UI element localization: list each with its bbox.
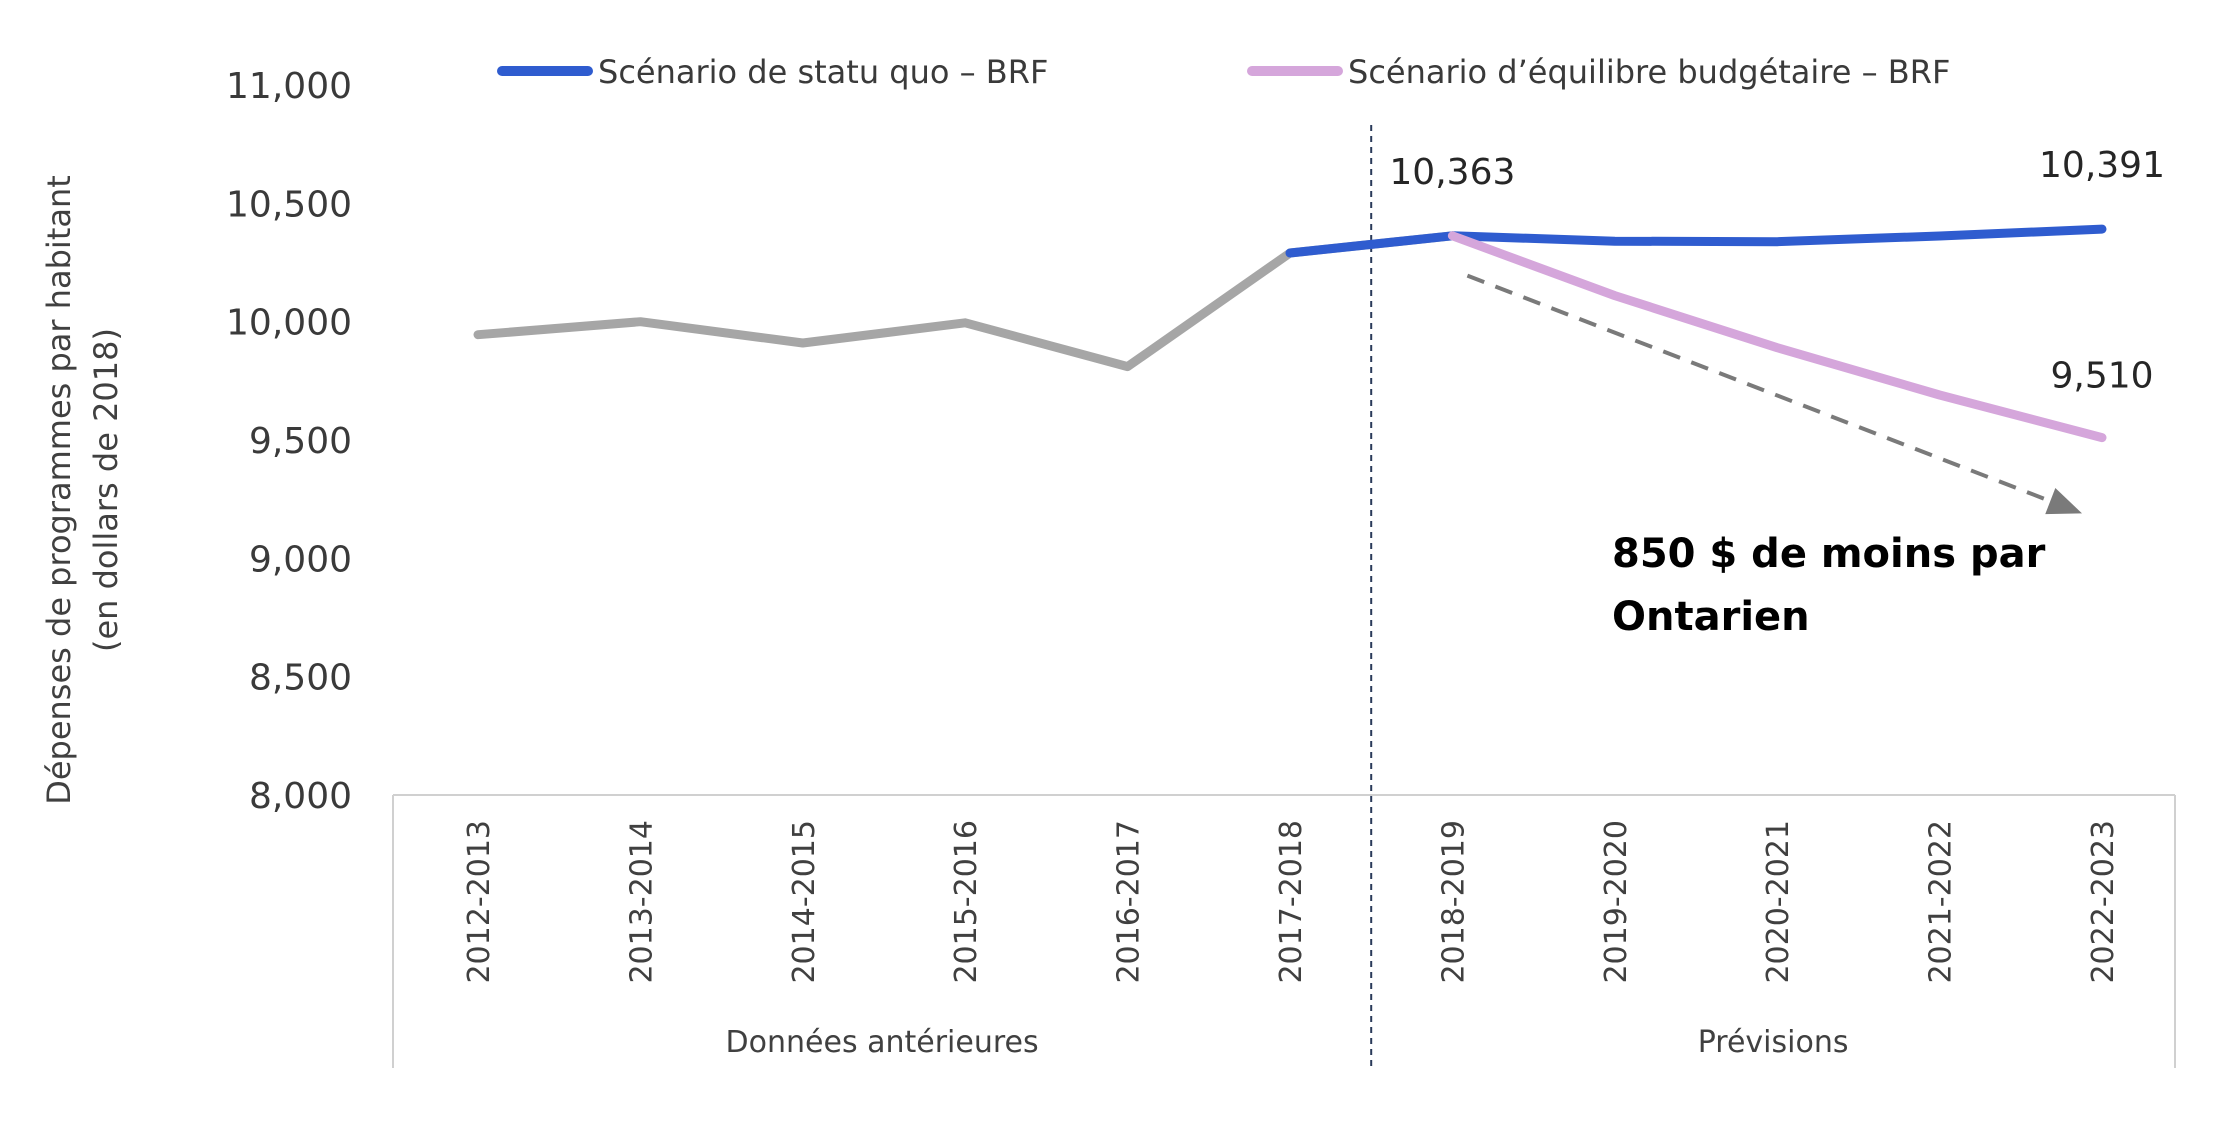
y-tick-label: 8,500 <box>249 658 352 699</box>
x-tick-label: 2020-2021 <box>1761 820 1796 984</box>
data-label: 10,391 <box>2039 145 2165 186</box>
y-tick-label: 8,000 <box>249 776 352 817</box>
annotation-line1: 850 $ de moins par <box>1612 531 2046 577</box>
y-tick-label: 9,000 <box>249 539 352 580</box>
y-tick-label: 10,500 <box>226 184 352 225</box>
x-tick-label: 2013-2014 <box>624 820 659 984</box>
y-tick-label: 10,000 <box>226 303 352 344</box>
group-label: Prévisions <box>1698 1025 1849 1060</box>
trend-arrow-line <box>1466 273 2061 507</box>
x-tick-label: 2012-2013 <box>462 820 497 984</box>
series-line-status_quo <box>1285 224 2107 258</box>
x-tick-label: 2022-2023 <box>2086 820 2121 984</box>
data-label: 9,510 <box>2050 356 2153 397</box>
x-tick-label: 2019-2020 <box>1599 820 1634 984</box>
data-label: 10,363 <box>1389 152 1515 193</box>
y-axis-label-line1: Dépenses de programmes par habitant <box>40 175 78 805</box>
x-tick-label: 2014-2015 <box>787 820 822 984</box>
x-tick-label: 2021-2022 <box>1924 820 1959 984</box>
group-label: Données antérieures <box>726 1025 1039 1060</box>
y-tick-label: 9,500 <box>249 421 352 462</box>
x-tick-label: 2017-2018 <box>1274 820 1309 984</box>
y-tick-label: 11,000 <box>226 66 352 107</box>
x-tick-label: 2018-2019 <box>1436 820 1471 984</box>
x-tick-label: 2015-2016 <box>949 820 984 984</box>
series-line-balanced <box>1447 231 2107 443</box>
legend-label-balanced: Scénario d’équilibre budgétaire – BRF <box>1348 53 1950 91</box>
legend-label-status-quo: Scénario de statu quo – BRF <box>598 53 1048 91</box>
x-axis-frame <box>392 794 2176 1068</box>
annotation-line2: Ontarien <box>1612 594 1810 640</box>
x-tick-label: 2016-2017 <box>1112 820 1147 984</box>
trend-arrow-head <box>2045 488 2082 515</box>
y-axis-label-line2: (en dollars de 2018) <box>87 328 125 652</box>
